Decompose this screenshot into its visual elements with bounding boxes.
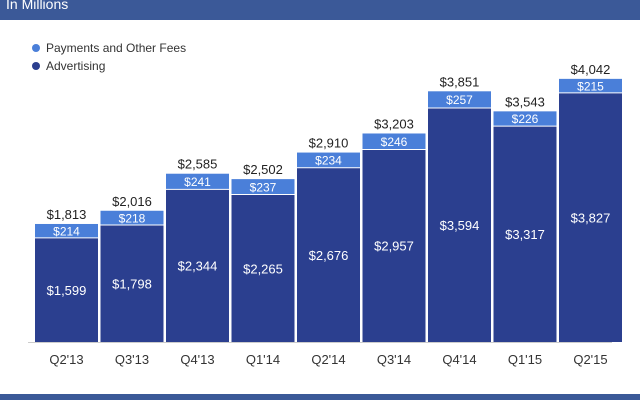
- data-label-advertising: $3,317: [505, 227, 545, 242]
- legend-label-payments: Payments and Other Fees: [46, 41, 187, 55]
- x-tick-label: Q3'14: [377, 352, 411, 367]
- chart-legend: Payments and Other Fees Advertising: [32, 39, 186, 75]
- legend-item-payments: Payments and Other Fees: [32, 39, 186, 57]
- data-label-advertising: $2,957: [374, 239, 414, 254]
- bar-advertising: [231, 194, 295, 342]
- bar-payments: [100, 210, 164, 225]
- data-label-total: $3,543: [505, 94, 545, 109]
- data-label-payments: $226: [512, 112, 539, 126]
- bar-advertising: [166, 189, 229, 342]
- data-label-advertising: $2,344: [178, 259, 218, 274]
- x-tick-label: Q1'15: [508, 352, 542, 367]
- bar-advertising: [559, 92, 622, 342]
- bar-payments: [231, 179, 295, 195]
- data-label-total: $3,851: [440, 74, 480, 89]
- data-label-advertising: $3,827: [571, 210, 611, 225]
- data-label-total: $2,016: [112, 194, 152, 209]
- data-label-advertising: $1,599: [47, 283, 87, 298]
- data-label-payments: $214: [53, 224, 80, 238]
- data-label-payments: $257: [446, 93, 473, 107]
- bar-payments: [362, 133, 426, 150]
- bar-payments: [428, 91, 491, 109]
- bar-payments: [297, 152, 360, 168]
- legend-swatch-advertising: [32, 62, 40, 70]
- header-bar: In Millions: [0, 0, 640, 20]
- bar-advertising: [297, 167, 360, 342]
- data-label-total: $2,585: [178, 157, 218, 172]
- legend-label-advertising: Advertising: [46, 59, 106, 73]
- x-tick-label: Q1'14: [246, 352, 280, 367]
- data-label-payments: $218: [119, 211, 146, 225]
- data-label-total: $1,813: [47, 207, 87, 222]
- x-tick-label: Q4'14: [442, 352, 476, 367]
- legend-item-advertising: Advertising: [32, 57, 186, 75]
- legend-swatch-payments: [32, 44, 40, 52]
- x-tick-label: Q2'13: [49, 352, 83, 367]
- bar-advertising: [362, 149, 426, 342]
- bar-advertising: [35, 237, 98, 342]
- bar-advertising: [428, 108, 491, 342]
- bar-advertising: [493, 126, 557, 343]
- bar-payments: [559, 78, 622, 93]
- data-label-payments: $246: [381, 135, 408, 149]
- x-tick-label: Q2'15: [573, 352, 607, 367]
- data-label-advertising: $1,798: [112, 276, 152, 291]
- data-label-total: $2,502: [243, 162, 283, 177]
- data-label-payments: $237: [250, 180, 277, 194]
- data-label-advertising: $2,265: [243, 261, 283, 276]
- data-label-payments: $234: [315, 154, 342, 168]
- data-label-total: $3,203: [374, 116, 414, 131]
- bar-payments: [166, 173, 229, 190]
- data-label-payments: $241: [184, 175, 211, 189]
- data-label-advertising: $2,676: [309, 248, 349, 263]
- chart-subtitle: In Millions: [6, 0, 69, 12]
- bar-advertising: [100, 224, 164, 342]
- data-label-advertising: $3,594: [440, 218, 480, 233]
- x-tick-label: Q4'13: [180, 352, 214, 367]
- data-label-payments: $215: [577, 79, 604, 93]
- bar-payments: [35, 223, 98, 238]
- bar-payments: [493, 111, 557, 127]
- footer-bar: [0, 394, 640, 400]
- data-label-total: $4,042: [571, 62, 611, 77]
- data-label-total: $2,910: [309, 136, 349, 151]
- x-tick-label: Q3'13: [115, 352, 149, 367]
- x-tick-label: Q2'14: [311, 352, 345, 367]
